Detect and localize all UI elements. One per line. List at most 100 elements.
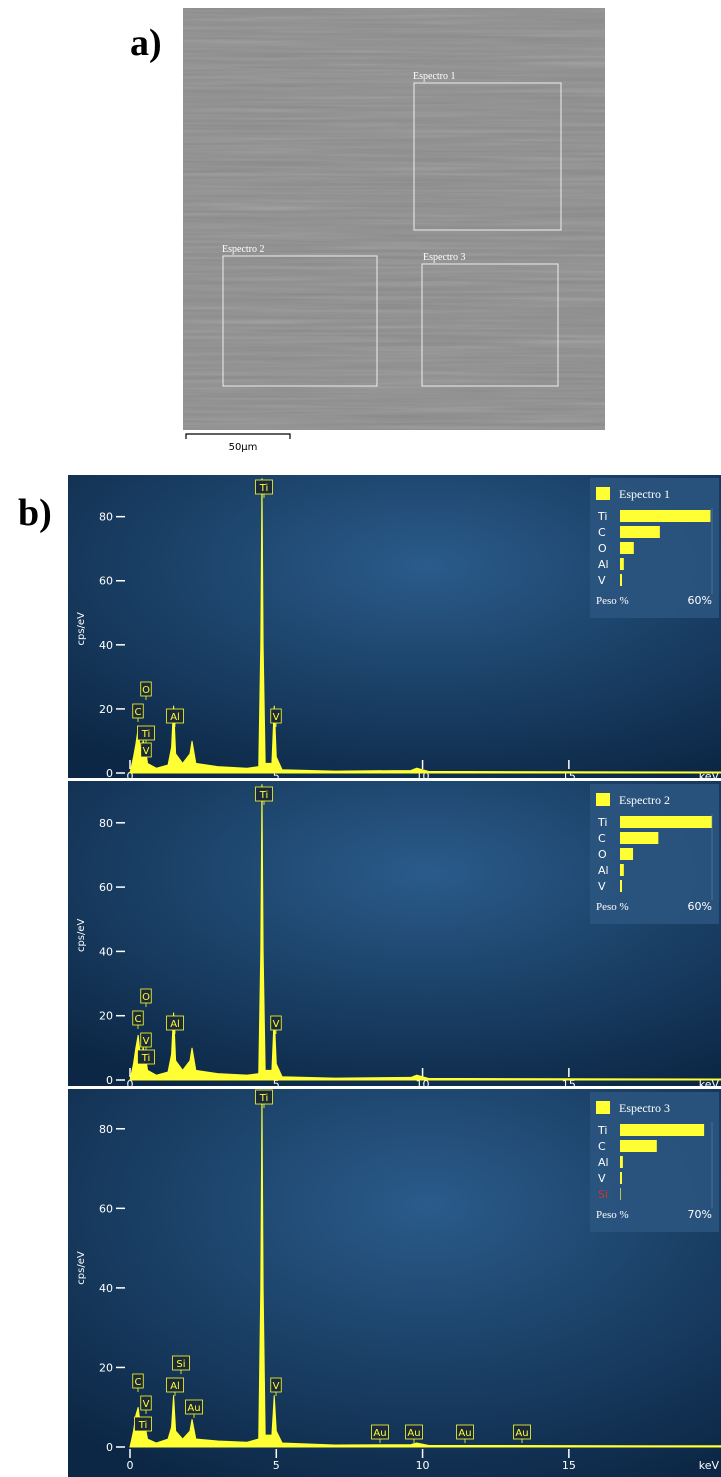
scale-label: 50µm — [229, 442, 258, 453]
peak-label: Au — [407, 1428, 420, 1439]
peak-label: Ti — [141, 1053, 151, 1064]
y-tick-label: 0 — [106, 1074, 113, 1087]
y-tick-label: 20 — [99, 1361, 113, 1374]
peak-label: O — [142, 992, 150, 1003]
peak-label: Au — [373, 1428, 386, 1439]
peak-label: Ti — [141, 729, 151, 740]
y-tick-label: 80 — [99, 817, 113, 830]
legend-bar — [620, 880, 622, 892]
region-label: Espectro 3 — [423, 252, 466, 263]
peak-label: C — [135, 1377, 142, 1388]
peak-label: O — [142, 685, 150, 696]
x-tick-label: 10 — [416, 1459, 430, 1472]
peak-label: V — [143, 746, 150, 757]
y-tick-label: 20 — [99, 1010, 113, 1023]
peak-label: Ti — [259, 483, 269, 494]
legend-element: Ti — [597, 510, 607, 523]
y-tick-label: 80 — [99, 511, 113, 524]
legend-tick-label: 60% — [688, 900, 712, 913]
legend-element: Al — [598, 864, 609, 877]
legend-bar — [620, 1172, 622, 1184]
y-tick-label: 0 — [106, 767, 113, 780]
peak-label: V — [273, 1381, 280, 1392]
sem-texture — [183, 8, 605, 430]
legend-element: Al — [598, 1156, 609, 1169]
legend-element: V — [598, 574, 606, 587]
x-axis-label: keV — [699, 1459, 720, 1472]
legend-axis-label: Peso % — [596, 901, 629, 913]
legend-element: C — [598, 832, 606, 845]
x-tick-label: 15 — [562, 1459, 576, 1472]
peak-label: C — [135, 707, 142, 718]
y-axis-label: cps/eV — [76, 612, 87, 646]
legend-bar — [620, 1124, 704, 1136]
y-axis-label: cps/eV — [76, 1251, 87, 1285]
y-axis-label: cps/eV — [76, 918, 87, 952]
y-tick-label: 40 — [99, 639, 113, 652]
legend-title: Espectro 2 — [619, 793, 670, 807]
legend-element: C — [598, 526, 606, 539]
peak-label: Ti — [259, 1093, 269, 1104]
peak-label: Si — [176, 1359, 185, 1370]
legend-element: V — [598, 880, 606, 893]
legend-element: O — [598, 542, 607, 555]
peak-label: C — [135, 1014, 142, 1025]
legend-element: Al — [598, 558, 609, 571]
x-tick-label: 5 — [273, 1459, 280, 1472]
y-tick-label: 20 — [99, 703, 113, 716]
y-tick-label: 60 — [99, 575, 113, 588]
legend-swatch — [596, 793, 610, 806]
peak-label: Al — [170, 1019, 180, 1030]
y-tick-label: 60 — [99, 881, 113, 894]
legend-tick-label: 60% — [688, 594, 712, 607]
legend-bar — [620, 542, 634, 554]
legend-swatch — [596, 487, 610, 500]
legend-bar — [620, 1140, 657, 1152]
region-label: Espectro 2 — [222, 244, 265, 255]
legend-title: Espectro 3 — [619, 1101, 670, 1115]
legend-bar — [620, 558, 624, 570]
legend-title: Espectro 1 — [619, 487, 670, 501]
region-label: Espectro 1 — [413, 71, 456, 82]
peak-label: V — [273, 1019, 280, 1030]
legend-bar — [620, 1188, 621, 1200]
y-tick-label: 60 — [99, 1202, 113, 1215]
peak-label: Ti — [138, 1420, 148, 1431]
peak-label: Al — [170, 712, 180, 723]
legend-bar — [620, 816, 712, 828]
panel-label: b) — [18, 492, 52, 534]
peak-label: V — [273, 712, 280, 723]
legend-tick-label: 70% — [688, 1208, 712, 1221]
legend-bar — [620, 848, 633, 860]
legend-element: Ti — [597, 816, 607, 829]
figure: a) Espectro 1 Espectro 2 Espectro 3 50µm… — [0, 0, 721, 1477]
y-tick-label: 0 — [106, 1441, 113, 1454]
scale-bar — [186, 434, 290, 439]
legend-element: Ti — [597, 1124, 607, 1137]
peak-label: Au — [515, 1428, 528, 1439]
legend-bar — [620, 832, 658, 844]
legend-element: V — [598, 1172, 606, 1185]
peak-label: Au — [458, 1428, 471, 1439]
peak-label: Au — [187, 1403, 200, 1414]
legend-bar — [620, 864, 624, 876]
legend-element: O — [598, 848, 607, 861]
y-tick-label: 80 — [99, 1123, 113, 1136]
panel-label: a) — [130, 22, 162, 64]
peak-label: V — [143, 1399, 150, 1410]
legend-axis-label: Peso % — [596, 595, 629, 607]
legend-swatch — [596, 1101, 610, 1114]
legend-bar — [620, 526, 660, 538]
x-tick-label: 0 — [127, 1459, 134, 1472]
peak-label: Al — [170, 1381, 180, 1392]
legend-bar — [620, 510, 710, 522]
legend-bar — [620, 1156, 623, 1168]
y-tick-label: 40 — [99, 1282, 113, 1295]
legend-element: C — [598, 1140, 606, 1153]
y-tick-label: 40 — [99, 945, 113, 958]
peak-label: Ti — [259, 790, 269, 801]
legend-element: Si — [598, 1188, 608, 1201]
legend-axis-label: Peso % — [596, 1209, 629, 1221]
peak-label: V — [143, 1036, 150, 1047]
legend-bar — [620, 574, 622, 586]
